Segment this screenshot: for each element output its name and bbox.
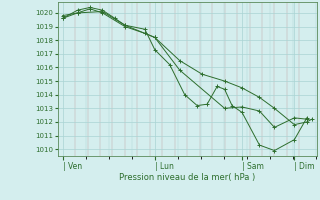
X-axis label: Pression niveau de la mer( hPa ): Pression niveau de la mer( hPa ) [119, 173, 255, 182]
